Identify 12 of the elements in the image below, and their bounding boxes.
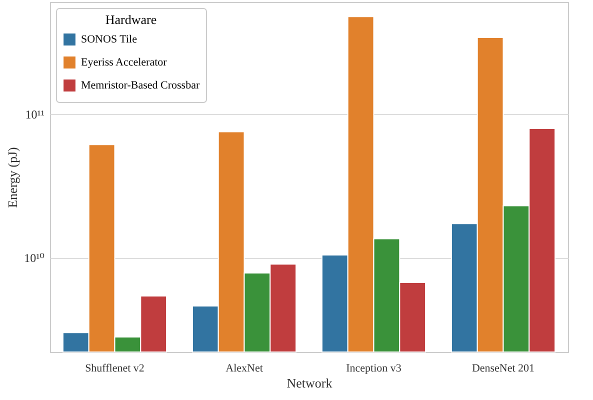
x-tick-label: Inception v3 <box>346 362 402 374</box>
legend-title: Hardware <box>105 12 157 27</box>
y-axis-title: Energy (pJ) <box>5 147 20 208</box>
legend-label: Eyeriss Accelerator <box>81 56 168 68</box>
x-axis-title: Network <box>286 376 333 390</box>
y-tick-label: 10¹¹ <box>25 107 45 122</box>
y-tick-label: 10¹⁰ <box>24 251 45 266</box>
legend-label: Memristor-Based Crossbar <box>81 80 200 92</box>
x-tick-label: DenseNet 201 <box>472 362 535 374</box>
legend-label: SONOS Tile <box>81 34 138 46</box>
x-tick-label: AlexNet <box>226 362 263 374</box>
x-tick-label: Shufflenet v2 <box>85 362 144 374</box>
